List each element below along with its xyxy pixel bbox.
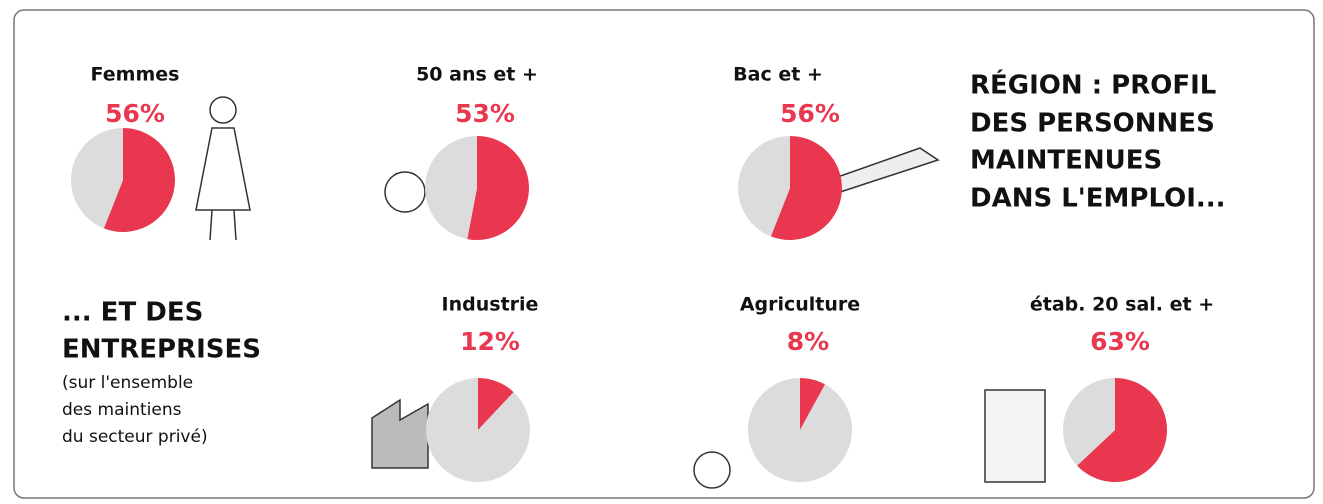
factory — [371, 398, 429, 469]
heading: RÉGION : PROFIL DES PERSONNES MAINTENUES… — [970, 69, 1226, 214]
tractor-wheel — [693, 451, 731, 489]
pie-value-label: 56% — [780, 99, 840, 128]
pie-slice — [770, 136, 843, 241]
woman-body — [195, 127, 251, 241]
subheading: ... ET DES ENTREPRISES (sur l'ensemble d… — [62, 298, 261, 448]
pie-slice — [478, 378, 514, 430]
pie-slice — [1077, 378, 1167, 482]
pie-title: 50 ans et + — [416, 64, 538, 86]
pie-slice — [103, 128, 176, 232]
heading-line: MAINTENUES — [970, 146, 1162, 176]
note-line: (sur l'ensemble — [62, 373, 193, 393]
glasses-lens — [384, 171, 426, 213]
pie-slice — [800, 378, 826, 430]
pie-title: Industrie — [442, 294, 539, 316]
pie-value-label: 63% — [1090, 327, 1150, 356]
pie-slice — [71, 128, 123, 229]
pie-slice — [738, 136, 790, 237]
pie-slice — [1062, 378, 1115, 466]
pie-slice — [467, 136, 529, 240]
pie-value-label: 56% — [105, 99, 165, 128]
subheading-line: ... ET DES — [62, 298, 203, 328]
subheading-line: ENTREPRISES — [62, 335, 261, 365]
note-line: du secteur privé) — [62, 427, 208, 447]
doodles — [195, 96, 1046, 489]
heading-line: DANS L'EMPLOI... — [970, 184, 1226, 214]
pie-value-label: 53% — [455, 99, 515, 128]
note-line: des maintiens — [62, 400, 182, 420]
pie-slice — [426, 378, 530, 482]
woman-head — [209, 96, 237, 124]
pie-slice — [747, 378, 852, 482]
pie-title: Bac et + — [733, 64, 823, 86]
pie-title: étab. 20 sal. et + — [1030, 294, 1214, 316]
pie-title: Agriculture — [740, 294, 860, 316]
frame — [13, 9, 1315, 499]
pie-value-label: 12% — [460, 327, 520, 356]
pie-value-label: 8% — [787, 327, 829, 356]
pie-slice — [425, 136, 477, 240]
buildings — [984, 389, 1046, 483]
heading-line: DES PERSONNES — [970, 109, 1215, 139]
heading-line: RÉGION : PROFIL — [970, 69, 1216, 101]
pie-title: Femmes — [91, 64, 180, 86]
